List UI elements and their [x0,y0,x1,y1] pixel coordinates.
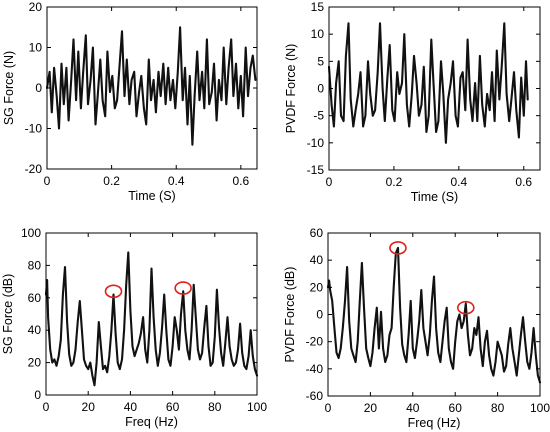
y-tick-label: 40 [28,323,42,337]
x-tick-label: 0.4 [451,175,468,189]
y-tick-label: 0 [34,388,41,402]
x-tick-label: 0.6 [515,175,532,189]
y-tick-label: 10 [29,41,43,55]
y-tick-label: -40 [306,362,324,376]
y-tick-label: -15 [307,163,325,177]
y-tick-label: 20 [310,280,324,294]
x-tick-label: 60 [449,401,463,415]
x-tick-label: 0.6 [233,174,250,188]
y-tick-label: -10 [307,136,325,150]
y-axis-label: PVDF Force (N) [284,44,298,134]
series-line [326,246,542,384]
y-tick-label: -60 [306,389,324,403]
x-tick-label: 60 [166,400,180,414]
chart-panel-top-left: 0 0.2 0.4 0.6 -20 -10 0 10 20 Time (S) SG Force (N… [2,0,258,203]
series-line [327,22,529,144]
x-tick-label: 80 [491,401,505,415]
y-axis-label: SG Force (N) [2,51,16,125]
x-tick-label: 100 [247,400,267,414]
x-tick-label: 100 [530,401,550,415]
y-tick-label: 20 [29,0,43,14]
x-axis-label: Freq (Hz) [125,415,178,429]
peak-marker-circle [174,281,192,295]
y-tick-label: 60 [28,291,42,305]
y-tick-label: -10 [25,122,43,136]
x-tick-label: 0 [43,400,50,414]
y-tick-label: 10 [311,27,325,41]
y-tick-label: 5 [317,54,324,68]
y-tick-label: 0 [316,308,323,322]
y-tick-label: 40 [310,253,324,267]
y-tick-label: 60 [310,226,324,240]
y-tick-label: 100 [21,226,41,240]
x-tick-label: 0 [326,175,333,189]
chart-panel-top-right: 0 0.2 0.4 0.6 -15 -10 -5 0 5 10 15 Time (S) PVDF For… [284,0,541,204]
y-axis-label: SG Force (dB) [1,274,15,355]
x-tick-label: 40 [406,401,420,415]
x-tick-label: 20 [82,400,96,414]
x-axis-label: Freq (Hz) [408,416,461,430]
x-axis-label: Time (S) [411,190,458,204]
plot-frame [45,232,258,396]
x-tick-label: 0.2 [103,174,120,188]
x-tick-label: 80 [208,400,222,414]
y-tick-label: -5 [313,109,324,123]
y-tick-label: 15 [311,0,325,14]
y-tick-label: 0 [317,82,324,96]
y-tick-label: 80 [28,258,42,272]
x-tick-label: 0.2 [386,175,403,189]
y-axis-label: PVDF Force (dB) [283,267,297,363]
x-tick-label: 20 [364,401,378,415]
x-tick-label: 0 [325,401,332,415]
series-line [45,26,257,146]
series-line [44,251,259,387]
peak-marker-circle [456,300,475,315]
y-tick-label: 0 [35,81,42,95]
x-tick-label: 0 [44,174,51,188]
y-tick-label: 20 [28,356,42,370]
peak-marker-circle [389,241,407,255]
chart-panel-bottom-left: 0 20 40 60 80 100 0 20 40 60 80 100 Freq (Hz) SG Forc… [1,226,267,429]
x-tick-label: 40 [124,400,138,414]
y-tick-label: -20 [306,335,324,349]
x-tick-label: 0.4 [168,174,185,188]
x-axis-label: Time (S) [128,189,175,203]
peak-marker-circle [104,284,123,299]
y-tick-label: -20 [25,162,43,176]
